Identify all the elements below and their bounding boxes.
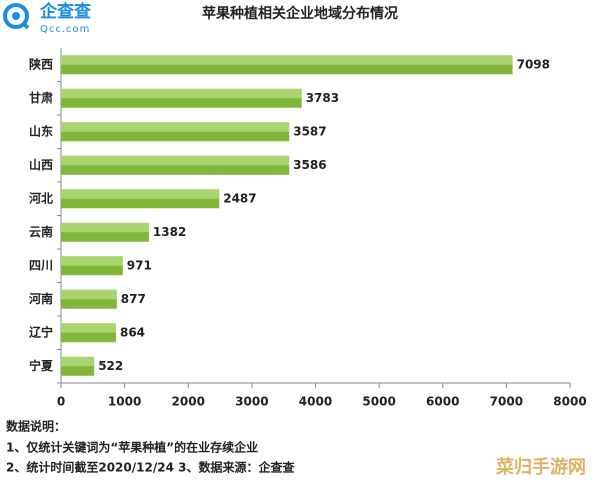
bar-highlight [61, 189, 220, 199]
value-label: 522 [98, 359, 123, 373]
value-label: 3783 [306, 91, 339, 105]
logo-url: Qcc.com [40, 24, 90, 35]
bar [61, 155, 290, 175]
note: 数据说明： [6, 419, 66, 434]
x-tick-label: 1000 [108, 395, 141, 409]
chart-title: 苹果种植相关企业地域分布情况 [202, 5, 398, 22]
bar-shade [61, 299, 117, 309]
bar [61, 289, 117, 309]
bar-shade [61, 366, 95, 376]
bar-shade [61, 232, 149, 242]
x-tick-label: 2000 [172, 395, 205, 409]
value-label: 1382 [153, 225, 186, 239]
logo-icon [3, 3, 30, 30]
bar-shade [61, 165, 290, 175]
bar-highlight [61, 88, 302, 99]
value-label: 877 [121, 292, 146, 306]
bar-highlight [61, 122, 290, 132]
bar [61, 189, 220, 209]
bar-shade [61, 131, 290, 142]
note: 1、仅统计关键词为“苹果种植”的在业存续企业 [6, 440, 258, 455]
value-label: 3587 [293, 124, 326, 138]
value-label: 7098 [517, 57, 550, 71]
bar-shade [61, 98, 302, 108]
logo-name: 企查查 [39, 1, 92, 22]
bar [61, 356, 95, 376]
bar [61, 88, 302, 108]
value-label: 971 [127, 258, 152, 272]
value-label: 2487 [223, 191, 256, 205]
y-tick-label: 辽宁 [29, 324, 53, 339]
bar-highlight [61, 356, 95, 367]
y-tick-label: 河北 [28, 190, 53, 205]
x-tick-label: 8000 [553, 395, 586, 409]
y-tick-label: 河南 [28, 291, 53, 306]
value-label: 3586 [293, 158, 326, 172]
bar [61, 55, 513, 75]
x-tick-label: 0 [57, 395, 65, 409]
bar [61, 323, 116, 343]
y-tick-label: 山东 [29, 123, 53, 138]
bar-shade [61, 332, 116, 343]
y-tick-label: 云南 [29, 224, 53, 239]
bar-highlight [61, 289, 117, 300]
bar-highlight [61, 256, 123, 266]
y-tick-label: 山西 [29, 157, 53, 172]
bar-shade [61, 265, 123, 276]
bar [61, 222, 149, 242]
x-tick-label: 4000 [299, 395, 332, 409]
x-tick-label: 5000 [362, 395, 395, 409]
x-tick-label: 6000 [426, 395, 459, 409]
bar-highlight [61, 55, 513, 65]
y-tick-label: 陕西 [29, 56, 53, 71]
bar-shade [61, 64, 513, 75]
watermark: 菜归手游网 [495, 456, 586, 478]
x-tick-label: 3000 [235, 395, 268, 409]
bar-highlight [61, 323, 116, 333]
y-tick-label: 甘肃 [29, 90, 53, 105]
bar-highlight [61, 155, 290, 166]
bar [61, 256, 123, 276]
value-label: 864 [120, 325, 145, 339]
y-tick-label: 四川 [29, 258, 53, 272]
y-tick-label: 宁夏 [29, 358, 54, 373]
note: 2、统计时间截至2020/12/24 3、数据来源：企查查 [6, 460, 295, 475]
x-tick-label: 7000 [490, 395, 523, 409]
bar-shade [61, 198, 220, 209]
bar-highlight [61, 222, 149, 233]
bar [61, 122, 290, 142]
